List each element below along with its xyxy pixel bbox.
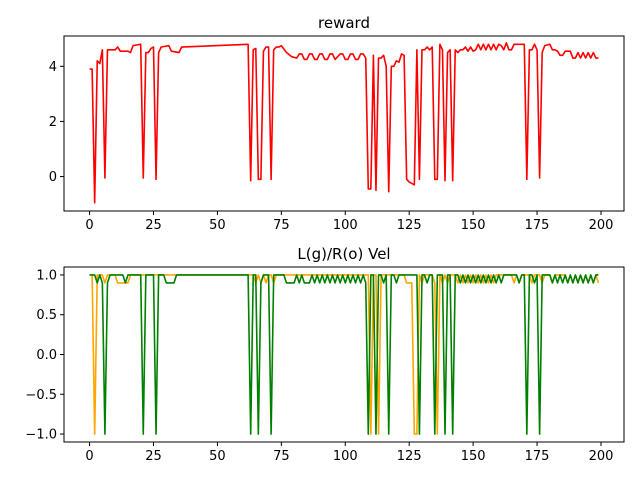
y-tick-label: 0 — [49, 170, 57, 185]
x-tick-label: 0 — [85, 449, 93, 464]
x-tick-label: 200 — [589, 449, 614, 464]
x-tick-label: 175 — [525, 449, 550, 464]
x-tick-label: 175 — [525, 218, 550, 233]
y-tick-label: 2 — [49, 115, 57, 130]
y-tick-label: 0.0 — [36, 348, 57, 363]
chart-title: reward — [318, 14, 370, 32]
x-tick-label: 100 — [333, 449, 358, 464]
y-tick-label: −1.0 — [25, 428, 57, 443]
y-tick-label: −0.5 — [25, 388, 57, 403]
plot-frame — [63, 35, 625, 212]
x-tick-label: 50 — [209, 449, 226, 464]
y-tick-label: 1.0 — [36, 268, 57, 283]
series-line-0 — [89, 274, 600, 435]
x-tick-label: 75 — [273, 218, 290, 233]
x-tick-label: 125 — [397, 449, 422, 464]
x-tick-label: 150 — [461, 449, 486, 464]
y-tick-label: 4 — [49, 60, 57, 75]
y-tick-label: 0.5 — [36, 308, 57, 323]
x-tick-label: 200 — [589, 218, 614, 233]
x-tick-label: 50 — [209, 218, 226, 233]
series-line-1 — [89, 274, 599, 435]
x-tick-label: 25 — [145, 218, 162, 233]
x-tick-label: 25 — [145, 449, 162, 464]
series-line-0 — [89, 42, 599, 204]
x-tick-label: 100 — [333, 218, 358, 233]
x-tick-label: 125 — [397, 218, 422, 233]
velocity-plot: L(g)/R(o) Vel 0 25 50 75 100 125 150 175 200 −1.0 −… — [25, 245, 625, 464]
x-tick-label: 75 — [273, 449, 290, 464]
x-tick-label: 150 — [461, 218, 486, 233]
chart-title: L(g)/R(o) Vel — [297, 245, 390, 263]
x-tick-label: 0 — [85, 218, 93, 233]
reward-plot: reward 0 25 50 75 100 125 150 175 200 0 2 4 — [49, 14, 625, 233]
